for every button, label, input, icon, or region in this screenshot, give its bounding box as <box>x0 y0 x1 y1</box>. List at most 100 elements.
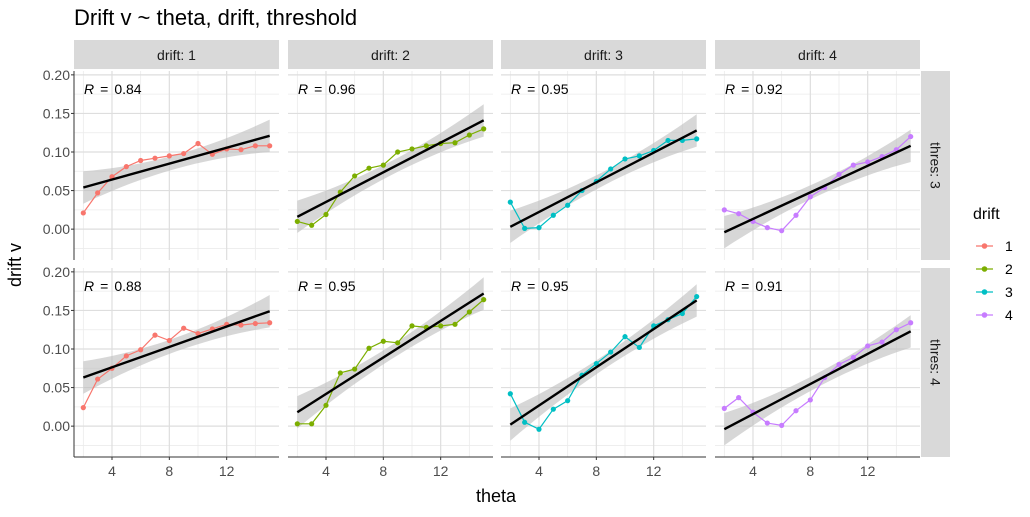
data-point <box>438 323 444 329</box>
data-point <box>481 297 487 303</box>
data-point <box>879 339 885 345</box>
r-label: R = 0.96 <box>298 81 356 97</box>
data-point <box>507 391 513 397</box>
regression-line <box>509 299 698 426</box>
data-point <box>380 338 386 344</box>
x-tick-label: 8 <box>592 463 600 479</box>
x-tick-label: 12 <box>433 463 449 479</box>
data-point <box>893 327 899 333</box>
data-point <box>694 136 700 142</box>
data-point <box>793 212 799 218</box>
panel-2-4: R = 0.91 <box>715 268 920 458</box>
data-point <box>294 218 300 225</box>
data-point <box>622 334 628 340</box>
x-tick-label: 8 <box>379 463 387 479</box>
row-strip-label-1: thres: 3 <box>928 142 944 189</box>
panel-1-4: R = 0.92 <box>715 71 920 260</box>
data-point <box>123 164 129 170</box>
data-point <box>95 376 101 382</box>
data-point <box>850 354 856 361</box>
regression-line <box>296 119 485 218</box>
data-point <box>793 408 799 414</box>
data-point <box>721 207 727 213</box>
regression-line <box>723 144 912 234</box>
r-label: R = 0.88 <box>84 278 142 294</box>
regression-line <box>82 134 271 189</box>
panel-2-1: R = 0.88 <box>73 268 279 458</box>
data-point <box>522 419 528 425</box>
data-point <box>636 344 642 351</box>
data-point <box>565 398 571 404</box>
data-point <box>337 370 343 376</box>
col-strip-label-3: drift: 3 <box>584 47 623 63</box>
legend-key-point-1 <box>981 243 988 249</box>
data-point <box>380 162 386 168</box>
x-tick-label: 4 <box>749 463 757 479</box>
data-point <box>466 132 472 138</box>
regression-line <box>723 330 912 431</box>
data-point <box>166 337 172 344</box>
legend-label-2: 2 <box>1005 261 1013 277</box>
x-tick-label: 12 <box>860 463 876 479</box>
data-point <box>267 143 273 149</box>
col-strip-4 <box>715 40 920 69</box>
data-point <box>138 347 144 353</box>
r-label: R = 0.84 <box>84 81 142 97</box>
y-tick-label: 0.10 <box>43 144 70 160</box>
data-point <box>836 361 842 368</box>
legend-title: drift <box>973 206 1000 223</box>
data-point <box>764 420 770 426</box>
panel-2-3: R = 0.95 <box>501 268 706 458</box>
data-point <box>80 405 86 411</box>
col-strip-2 <box>288 40 493 69</box>
col-strip-label-2: drift: 2 <box>371 47 410 63</box>
r-label: R = 0.92 <box>725 81 783 97</box>
data-point <box>622 156 628 162</box>
chart-title: Drift v ~ theta, drift, threshold <box>74 5 357 30</box>
data-point <box>452 140 458 146</box>
col-strip-1 <box>74 40 279 69</box>
data-point <box>181 325 187 331</box>
y-tick-label: 0.20 <box>43 67 70 83</box>
data-point <box>764 225 770 231</box>
data-point <box>423 143 429 149</box>
data-point <box>366 345 372 351</box>
data-point <box>452 321 458 327</box>
col-strip-label-4: drift: 4 <box>798 47 837 63</box>
data-point <box>195 330 201 337</box>
row-strip-1 <box>921 71 950 260</box>
legend-label-3: 3 <box>1005 284 1013 300</box>
data-point <box>721 405 727 411</box>
r-label: R = 0.91 <box>725 278 783 294</box>
data-point <box>252 320 258 327</box>
data-point <box>593 361 599 367</box>
data-point <box>807 194 813 200</box>
data-point <box>507 199 513 205</box>
data-point <box>636 153 642 159</box>
panel-1-3: R = 0.95 <box>501 71 706 260</box>
data-point <box>665 137 671 144</box>
legend-key-point-3 <box>981 289 988 295</box>
data-point <box>95 190 101 196</box>
data-point <box>481 126 487 132</box>
col-strip-label-1: drift: 1 <box>157 47 196 63</box>
data-point <box>836 171 842 177</box>
legend-key-point-4 <box>981 312 988 318</box>
r-label: R = 0.95 <box>298 278 356 294</box>
data-point <box>352 366 358 372</box>
data-point <box>608 349 614 355</box>
data-point <box>323 211 329 218</box>
x-tick-label: 12 <box>646 463 662 479</box>
data-point <box>309 222 315 228</box>
data-point <box>865 343 871 349</box>
data-point <box>522 225 528 231</box>
data-point <box>138 157 144 164</box>
data-point <box>608 166 614 172</box>
row-strip-label-2: thres: 4 <box>928 339 944 386</box>
y-tick-label: 0.00 <box>43 418 70 434</box>
data-point <box>865 159 871 165</box>
regression-line <box>296 292 485 414</box>
data-point <box>395 340 401 346</box>
data-point <box>395 149 401 155</box>
